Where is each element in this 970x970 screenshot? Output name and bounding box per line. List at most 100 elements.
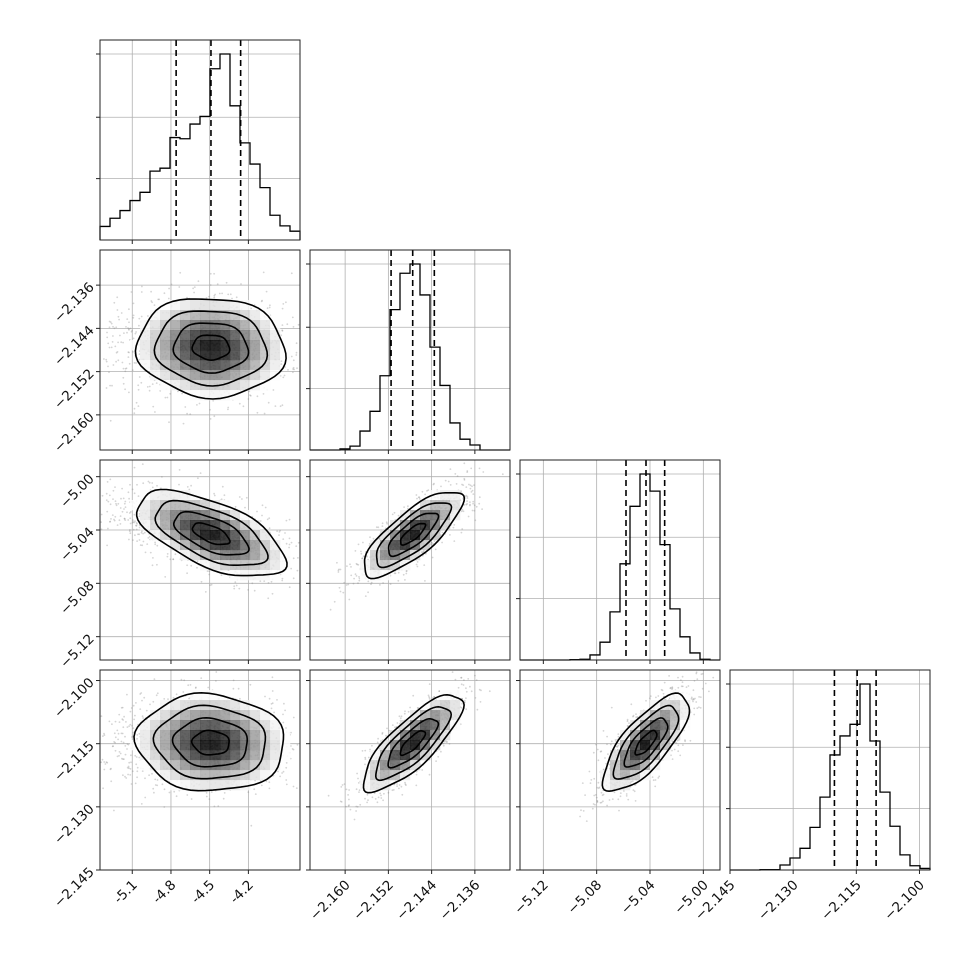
- density-cell: [220, 370, 231, 381]
- sample-point: [133, 466, 136, 469]
- sample-point: [106, 510, 109, 513]
- sample-point: [142, 540, 145, 543]
- histogram-3: [730, 683, 931, 871]
- density-cell: [380, 560, 391, 571]
- sample-point: [118, 318, 120, 321]
- sample-point: [184, 406, 187, 408]
- sample-point: [248, 390, 251, 393]
- density-cell: [260, 550, 271, 561]
- sample-point: [181, 392, 184, 395]
- sample-point: [193, 291, 196, 294]
- sample-point: [467, 515, 470, 518]
- sample-point: [280, 363, 283, 365]
- density-cell: [140, 350, 151, 361]
- density-cell: [240, 380, 251, 391]
- sample-point: [470, 467, 473, 470]
- sample-point: [469, 501, 471, 503]
- sample-point: [209, 272, 212, 275]
- sample-point: [115, 351, 118, 354]
- sample-point: [133, 412, 136, 415]
- density-cell: [160, 510, 171, 521]
- sample-point: [297, 323, 300, 326]
- sample-point: [356, 563, 359, 566]
- sample-point: [142, 532, 145, 535]
- sample-point: [137, 533, 139, 536]
- sample-point: [110, 346, 113, 349]
- sample-point: [114, 486, 116, 488]
- sample-point: [166, 553, 169, 555]
- sample-point: [137, 384, 140, 387]
- density-cell: [190, 340, 201, 351]
- sample-point: [123, 517, 126, 520]
- sample-point: [118, 519, 121, 522]
- sample-point: [278, 531, 281, 533]
- density-cell: [170, 340, 181, 351]
- sample-point: [154, 411, 156, 413]
- sample-point: [131, 329, 134, 332]
- sample-point: [209, 408, 211, 411]
- sample-point: [372, 537, 375, 540]
- sample-point: [112, 325, 114, 328]
- density-cell: [130, 340, 141, 351]
- sample-point: [282, 303, 285, 305]
- sample-point: [154, 543, 157, 546]
- sample-point: [233, 585, 236, 588]
- sample-point: [205, 297, 208, 299]
- sample-point: [108, 320, 111, 323]
- sample-point: [284, 532, 286, 534]
- sample-point: [456, 475, 459, 477]
- sample-point: [272, 389, 275, 391]
- sample-point: [462, 510, 465, 513]
- sample-point: [116, 296, 119, 299]
- sample-point: [151, 486, 154, 489]
- sample-point: [261, 514, 263, 517]
- sample-point: [111, 514, 114, 516]
- density-cell: [220, 300, 231, 311]
- sample-point: [121, 510, 124, 513]
- sample-point: [198, 402, 201, 405]
- sample-point: [134, 534, 136, 537]
- sample-point: [267, 597, 270, 600]
- sample-point: [460, 531, 463, 534]
- sample-point: [182, 422, 185, 425]
- sample-point: [115, 326, 118, 329]
- sample-point: [285, 519, 288, 522]
- sample-point: [197, 477, 199, 480]
- density-cell: [200, 320, 211, 331]
- sample-point: [216, 283, 219, 286]
- density-cell: [170, 380, 181, 391]
- sample-point: [116, 524, 119, 526]
- sample-point: [192, 287, 195, 290]
- density-cell: [210, 350, 221, 361]
- sample-point: [295, 342, 298, 345]
- diag-panel-0: [96, 39, 301, 244]
- sample-point: [123, 508, 125, 510]
- density-cell: [190, 350, 201, 361]
- sample-point: [343, 581, 346, 584]
- sample-point: [263, 580, 266, 582]
- sample-point: [112, 335, 114, 337]
- sample-point: [120, 341, 123, 344]
- sample-point: [381, 525, 384, 527]
- sample-point: [369, 536, 371, 539]
- sample-point: [132, 302, 135, 305]
- sample-point: [209, 284, 212, 286]
- sample-point: [127, 308, 130, 311]
- sample-point: [293, 368, 295, 371]
- diag-panel-2: [516, 459, 721, 664]
- density-cell: [440, 500, 451, 511]
- sample-point: [251, 582, 254, 585]
- sample-point: [138, 317, 141, 320]
- sample-point: [360, 550, 362, 553]
- sample-point: [207, 686, 210, 689]
- sample-point: [123, 332, 125, 334]
- density-cell: [230, 310, 241, 321]
- density-cell: [220, 390, 231, 401]
- sample-point: [122, 367, 125, 370]
- sample-point: [126, 331, 128, 334]
- sample-point: [225, 281, 228, 284]
- density-cell: [250, 540, 261, 551]
- sample-point: [101, 494, 104, 497]
- sample-point: [416, 561, 419, 563]
- density-cell: [140, 330, 151, 341]
